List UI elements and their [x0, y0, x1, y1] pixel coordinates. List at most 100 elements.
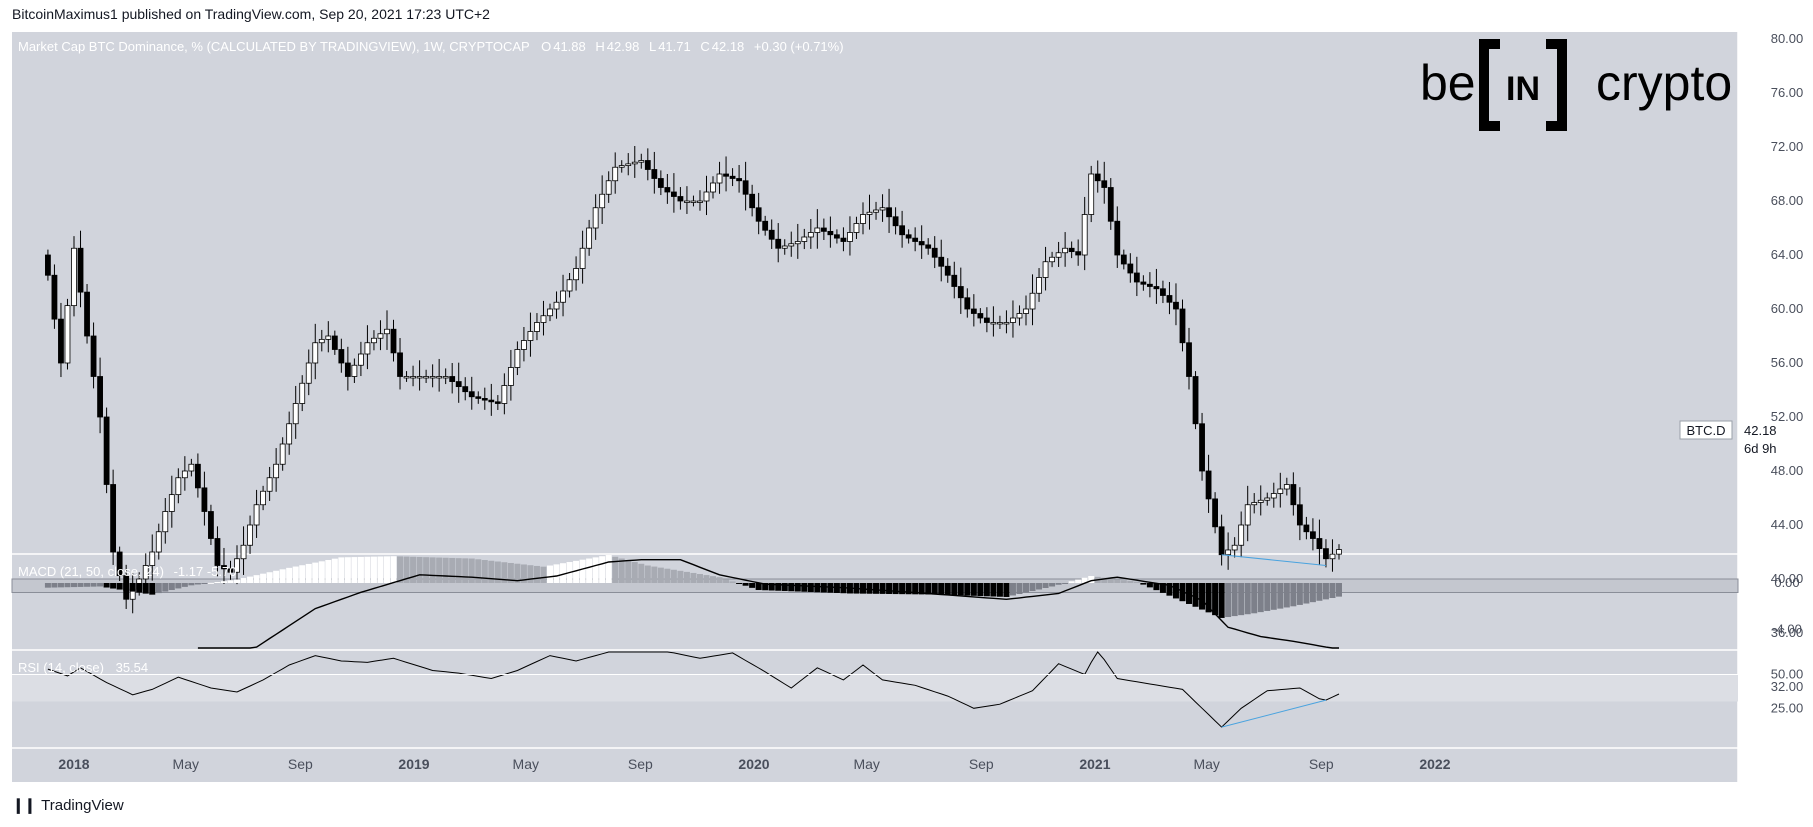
macd-bar — [651, 566, 658, 583]
symbol-tag[interactable]: BTC.D — [1679, 420, 1733, 440]
candle — [71, 236, 77, 317]
macd-panel[interactable] — [12, 554, 1738, 650]
candle — [201, 471, 208, 526]
macd-bar — [162, 583, 169, 592]
candle — [214, 526, 221, 577]
candle — [1088, 165, 1095, 223]
candle — [879, 194, 886, 222]
price-divergence-line — [1221, 554, 1326, 566]
price-panel[interactable] — [12, 32, 1738, 554]
candle — [1296, 487, 1303, 541]
candle — [925, 238, 932, 255]
macd-bar — [1225, 583, 1232, 618]
candle — [873, 201, 879, 220]
macd-bar — [670, 569, 677, 583]
candle — [494, 395, 501, 410]
candle — [1107, 178, 1114, 230]
candle — [84, 284, 90, 344]
macd-bar — [57, 583, 64, 588]
time-tick: May — [853, 756, 879, 772]
macd-bar — [573, 560, 580, 583]
candle — [723, 156, 729, 192]
macd-bar — [364, 556, 371, 583]
macd-bar — [1251, 583, 1258, 614]
svg-text:BTC.D: BTC.D — [1687, 423, 1726, 438]
candle — [612, 152, 619, 194]
candle — [1225, 532, 1232, 570]
macd-bar — [253, 575, 260, 583]
candle — [1003, 310, 1010, 334]
macd-axis[interactable]: 0.00 -4.00 — [1772, 575, 1802, 637]
macd-bar — [820, 583, 827, 593]
macd-bar — [970, 583, 977, 596]
price-tick: 32.00 — [1771, 679, 1804, 694]
macd-bar — [1335, 583, 1342, 597]
macd-bar — [1296, 583, 1303, 605]
macd-bar — [827, 583, 834, 593]
candle — [1212, 492, 1218, 534]
candle — [1140, 275, 1147, 291]
price-tick: 64.00 — [1771, 247, 1804, 262]
macd-bar — [540, 566, 547, 583]
macd-bar — [338, 557, 345, 583]
macd-bar — [1003, 583, 1010, 597]
candle — [547, 303, 553, 322]
candle — [1192, 371, 1199, 430]
macd-bar — [1127, 581, 1134, 583]
macd-bar — [260, 573, 267, 583]
macd-bar — [696, 573, 703, 583]
last-price-label: 42.18 — [1744, 423, 1777, 438]
candle — [1310, 518, 1316, 551]
candle — [944, 258, 951, 283]
price-tick: 48.00 — [1771, 463, 1804, 478]
rsi-axis[interactable]: 50.00 25.00 — [12, 667, 1803, 716]
macd-bar — [84, 583, 91, 587]
candle — [116, 546, 123, 582]
macd-bar — [123, 583, 130, 591]
macd-bar — [781, 583, 788, 591]
macd-bar — [488, 560, 495, 583]
candle — [977, 308, 984, 324]
price-axis[interactable]: 80.00 76.00 72.00 68.00 64.00 60.00 56.00 52.00… — [1771, 31, 1804, 694]
candle — [1238, 511, 1245, 558]
macd-bar — [749, 583, 756, 588]
candle — [788, 231, 795, 257]
price-tick: 56.00 — [1771, 355, 1804, 370]
macd-bar — [592, 557, 599, 583]
macd-bar — [925, 583, 932, 595]
macd-bar — [625, 560, 632, 583]
candle — [892, 207, 899, 235]
rsi-legend: RSI (14, close) 35.54 — [18, 660, 148, 675]
macd-bar — [533, 565, 540, 583]
macd-bar — [814, 583, 821, 593]
macd-bar — [703, 575, 710, 583]
publish-info: BitcoinMaximus1 published on TradingView… — [12, 6, 490, 22]
candle — [1153, 268, 1160, 304]
time-axis[interactable] — [12, 748, 1738, 782]
macd-bar — [990, 583, 997, 597]
macd-bar — [344, 557, 351, 583]
candle — [455, 362, 462, 403]
candle — [644, 148, 651, 181]
candle — [1277, 472, 1284, 508]
macd-bar — [1316, 583, 1323, 601]
macd-bar — [455, 558, 462, 583]
macd-bar — [71, 583, 77, 588]
macd-bar — [416, 556, 423, 583]
candle — [605, 171, 612, 203]
macd-bar — [723, 579, 730, 583]
time-tick: Sep — [288, 756, 313, 772]
price-tick: 40.00 — [1771, 571, 1804, 586]
candle — [807, 219, 814, 249]
candle — [227, 560, 234, 580]
candle — [566, 273, 573, 298]
macd-bar — [1329, 583, 1336, 599]
macd-bar — [520, 564, 527, 583]
candle — [534, 313, 540, 341]
candle — [540, 300, 547, 336]
macd-bar — [370, 556, 377, 583]
macd-bar — [1107, 578, 1114, 583]
tradingview-footer-logo[interactable]: ❙❙ TradingView — [12, 796, 124, 815]
candle — [742, 161, 749, 211]
